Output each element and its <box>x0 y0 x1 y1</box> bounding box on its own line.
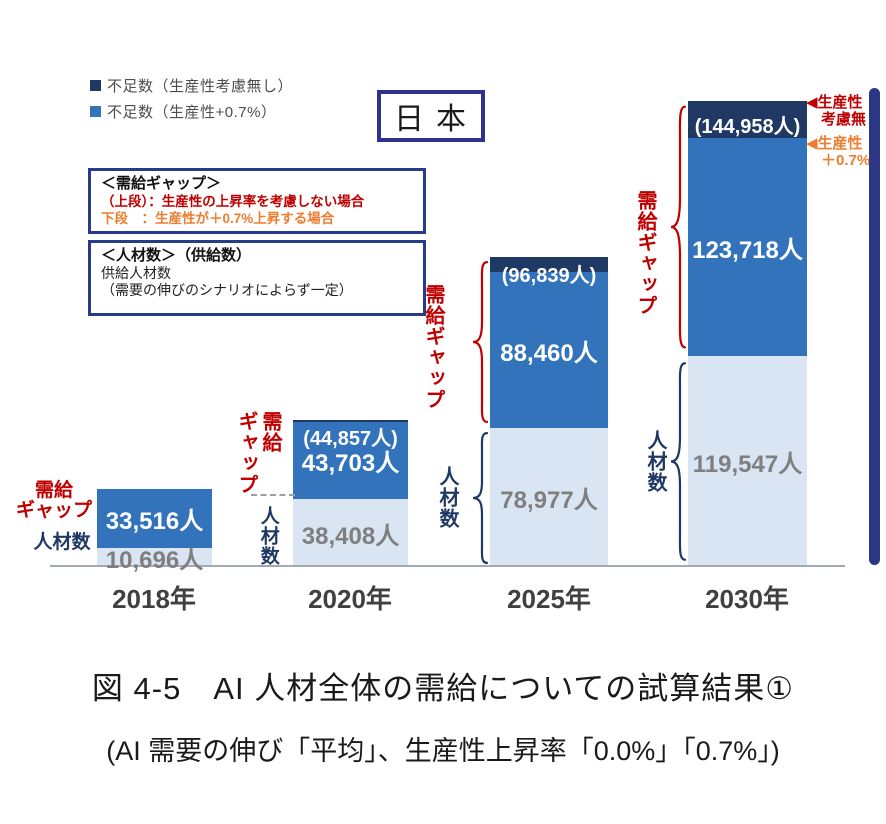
x-tick-2025: 2025年 <box>507 584 591 614</box>
figure-caption-title: 図 4-5 AI 人材全体の需給についての試算結果① <box>91 671 795 706</box>
note-arrow-left-icon: ◀生産性 <box>806 94 863 111</box>
gap-label-2025: 需給ギャップ <box>422 284 444 410</box>
bar-2020-gap-no-label: (44,857人) <box>303 428 398 451</box>
legend-item-no-productivity: 不足数（生産性考慮無し） <box>90 72 293 98</box>
right-frame-edge <box>869 88 880 565</box>
gap-info-lower-line: 下段 ：生産性が＋0.7%上昇する場合 <box>101 211 335 226</box>
x-tick-2020: 2020年 <box>308 584 392 614</box>
legend-label: 不足数（生産性考慮無し） <box>107 77 294 95</box>
bar-2020-gap-07-label: 43,703人 <box>301 450 400 478</box>
supply-info-line2: （需要の伸びのシナリオによらず一定） <box>101 282 353 298</box>
bar-2025-supply-label: 78,977人 <box>500 486 598 514</box>
bar-2018-segment-supply: 10,696人 <box>97 547 212 574</box>
supply-brace-2025 <box>471 429 491 567</box>
bar-2025: (96,839人) 88,460人 78,977人 <box>490 257 608 567</box>
bar-2018-supply-label: 10,696人 <box>105 547 204 575</box>
bar-2030: (144,958人) 123,718人 119,547人 <box>688 101 807 567</box>
note-productivity-07: ◀生産性 ＋0.7% <box>806 135 886 169</box>
supply-label-2018: 人材数 <box>33 532 91 553</box>
legend: 不足数（生産性考慮無し） 不足数（生産性+0.7%） <box>90 72 293 124</box>
supply-info-title: ＜人材数＞（供給数） <box>101 247 252 264</box>
legend-label: 不足数（生産性+0.7%） <box>107 103 277 121</box>
gap-label-2030: 需給ギャップ <box>634 190 656 316</box>
bar-2025-segment-supply: 78,977人 <box>490 427 608 567</box>
legend-item-productivity-07: 不足数（生産性+0.7%） <box>90 98 293 124</box>
gap-info-upper-line: （上段）：生産性の上昇率を考慮しない場合 <box>101 194 365 209</box>
bar-2030-gap-07-label: 123,718人 <box>692 236 803 264</box>
bar-2018: 33,516人 10,696人 <box>97 489 212 574</box>
bar-2020: (44,857人) 43,703人 38,408人 <box>293 420 408 567</box>
region-badge: 日本 <box>377 90 485 142</box>
x-tick-2018: 2018年 <box>112 584 196 614</box>
bar-2025-gap-07-label: 88,460人 <box>500 339 598 367</box>
x-axis-line <box>50 565 845 567</box>
bar-2025-segment-gap-07: 88,460人 <box>490 272 608 428</box>
note-no-productivity: ◀生産性 考慮無し <box>806 94 886 128</box>
bar-2018-gap-07-label: 33,516人 <box>105 508 204 536</box>
supply-label-2020: 人材数 <box>257 506 279 566</box>
bar-2020-segment-supply: 38,408人 <box>293 499 408 567</box>
supply-label-2025: 人材数 <box>436 466 458 529</box>
gap-brace-2025 <box>471 257 491 427</box>
note-arrow-left-icon: ◀生産性 <box>806 135 863 152</box>
bar-2018-segment-gap-07: 33,516人 <box>97 489 212 549</box>
bar-2025-segment-gap-no-productivity: (96,839人) <box>490 257 608 287</box>
bar-2030-segment-supply: 119,547人 <box>688 356 807 567</box>
legend-swatch-navy-icon <box>90 79 101 91</box>
gap-label-2020: 需給 ギャップ <box>235 411 281 495</box>
gap-info-box: ＜需給ギャップ＞ （上段）：生産性の上昇率を考慮しない場合 下段 ：生産性が＋0… <box>88 168 426 234</box>
bar-2025-gap-no-label: (96,839人) <box>501 265 597 288</box>
supply-label-2030: 人材数 <box>644 430 666 493</box>
bar-2030-segment-gap-07: 123,718人 <box>688 138 807 357</box>
gap-boundary-dash-2020 <box>251 494 295 496</box>
bar-2030-segment-gap-no-productivity: (144,958人) <box>688 101 807 139</box>
figure-caption-subtitle: (AI 需要の伸び「平均」、生産性上昇率「0.0%」「0.7%」) <box>106 736 780 766</box>
bar-2030-gap-no-label: (144,958人) <box>694 116 801 139</box>
bar-2020-segment-gap-no-productivity: (44,857人) <box>293 420 408 450</box>
bar-2020-supply-label: 38,408人 <box>301 522 400 550</box>
bar-2030-supply-label: 119,547人 <box>692 451 803 479</box>
supply-info-box: ＜人材数＞（供給数） 供給人材数 （需要の伸びのシナリオによらず一定） <box>88 240 426 316</box>
legend-swatch-blue-icon <box>90 105 101 117</box>
gap-info-title: ＜需給ギャップ＞ <box>101 175 222 192</box>
gap-brace-2030 <box>669 99 689 355</box>
gap-label-2018: 需給 ギャップ <box>15 480 92 521</box>
x-tick-2030: 2030年 <box>705 584 789 614</box>
region-badge-text: 日本 <box>394 103 478 136</box>
bar-2020-segment-gap-07: 43,703人 <box>293 422 408 500</box>
supply-brace-2030 <box>669 357 689 566</box>
supply-info-line1: 供給人材数 <box>101 265 171 281</box>
